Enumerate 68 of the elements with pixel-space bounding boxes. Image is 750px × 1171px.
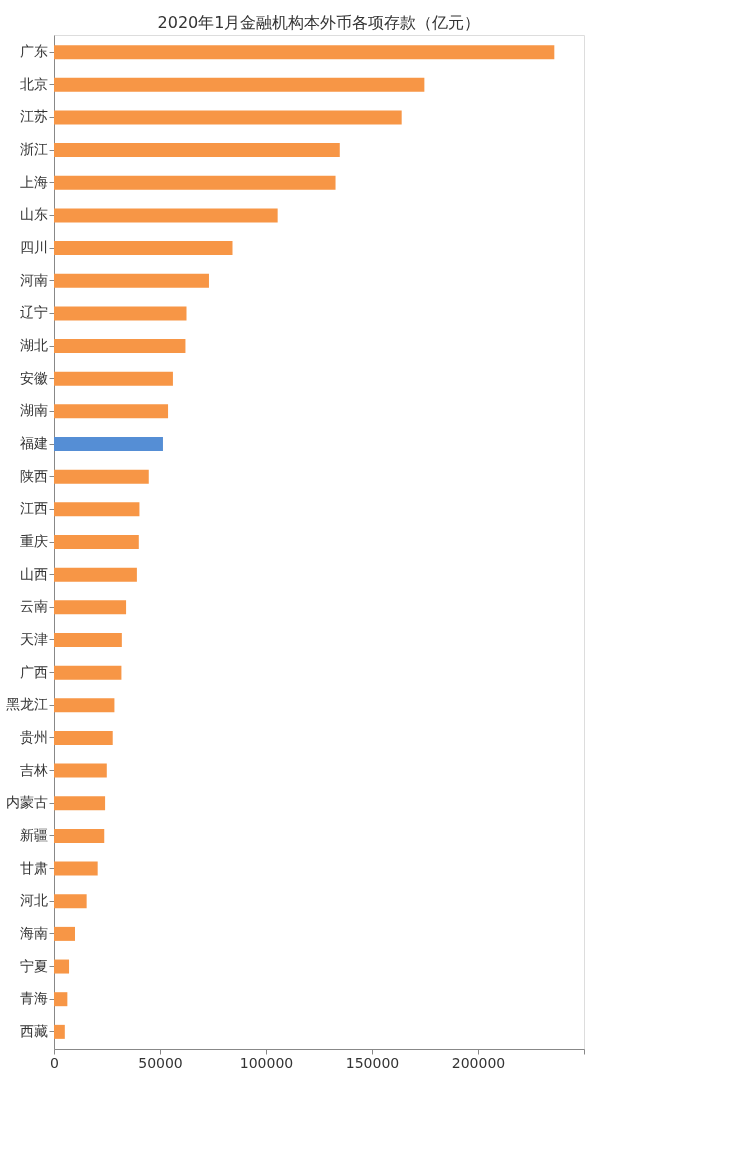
y-tick-label: 云南 <box>19 598 48 615</box>
bar <box>54 959 70 974</box>
y-tick-label: 湖南 <box>19 402 48 419</box>
bar <box>54 339 186 354</box>
bar <box>54 502 140 517</box>
bar <box>54 894 87 909</box>
y-tick-label: 福建 <box>19 435 48 452</box>
bar <box>54 698 115 713</box>
y-tick-label: 吉林 <box>19 761 48 778</box>
y-tick-label: 辽宁 <box>19 304 48 321</box>
x-tick-label: 0 <box>50 1054 59 1071</box>
bar <box>54 306 187 321</box>
x-tick-label: 200000 <box>451 1054 506 1071</box>
y-tick-label: 北京 <box>19 75 48 92</box>
y-tick-label: 西藏 <box>19 1022 48 1039</box>
bar <box>54 1024 65 1039</box>
bar <box>54 763 107 778</box>
bar <box>54 632 122 647</box>
y-tick-label: 内蒙古 <box>5 794 48 811</box>
bar <box>54 469 149 484</box>
x-tick-label: 150000 <box>345 1054 400 1071</box>
y-tick-label: 广西 <box>19 663 48 680</box>
y-tick-label: 甘肃 <box>19 859 48 876</box>
bar <box>54 567 137 582</box>
x-tick-label: 50000 <box>138 1054 183 1071</box>
y-tick-label: 四川 <box>19 239 48 256</box>
bar <box>54 861 98 876</box>
y-tick-label: 天津 <box>19 630 48 647</box>
bar <box>54 926 75 941</box>
y-tick-label: 宁夏 <box>19 957 48 974</box>
bar <box>54 143 340 158</box>
y-tick-label: 新疆 <box>19 826 48 843</box>
y-tick-label: 重庆 <box>19 533 48 549</box>
bar <box>54 110 402 125</box>
y-tick-label: 黑龙江 <box>5 696 48 713</box>
y-tick-label: 贵州 <box>19 728 48 745</box>
y-tick-label: 河南 <box>19 271 48 288</box>
y-tick-label: 上海 <box>19 173 48 190</box>
bar <box>54 371 173 386</box>
bar <box>54 45 555 60</box>
y-tick-label: 山东 <box>19 206 48 223</box>
x-tick-label: 100000 <box>239 1054 294 1071</box>
y-tick-label: 江苏 <box>19 108 48 125</box>
bar <box>54 437 163 452</box>
chart-title: 2020年1月金融机构本外币各项存款（亿元） <box>157 13 481 32</box>
bar <box>54 77 425 92</box>
y-tick-label: 湖北 <box>19 337 48 354</box>
bar <box>54 796 106 811</box>
bar <box>54 241 233 256</box>
bar <box>54 828 105 843</box>
y-tick-label: 安徽 <box>19 369 48 386</box>
bar <box>54 273 209 288</box>
bar <box>54 600 127 615</box>
bar <box>54 730 113 745</box>
bar <box>54 175 336 190</box>
y-tick-label: 山西 <box>19 565 48 582</box>
y-tick-label: 江西 <box>19 500 48 517</box>
bar <box>54 404 169 419</box>
y-tick-label: 河北 <box>19 892 48 909</box>
bar <box>54 535 139 549</box>
y-tick-label: 广东 <box>19 43 48 60</box>
bar <box>54 208 278 223</box>
y-tick-label: 青海 <box>19 990 48 1007</box>
bar <box>54 665 122 680</box>
y-tick-label: 海南 <box>19 924 48 941</box>
y-tick-label: 浙江 <box>19 141 48 158</box>
bar <box>54 992 68 1007</box>
y-tick-label: 陕西 <box>19 467 48 484</box>
